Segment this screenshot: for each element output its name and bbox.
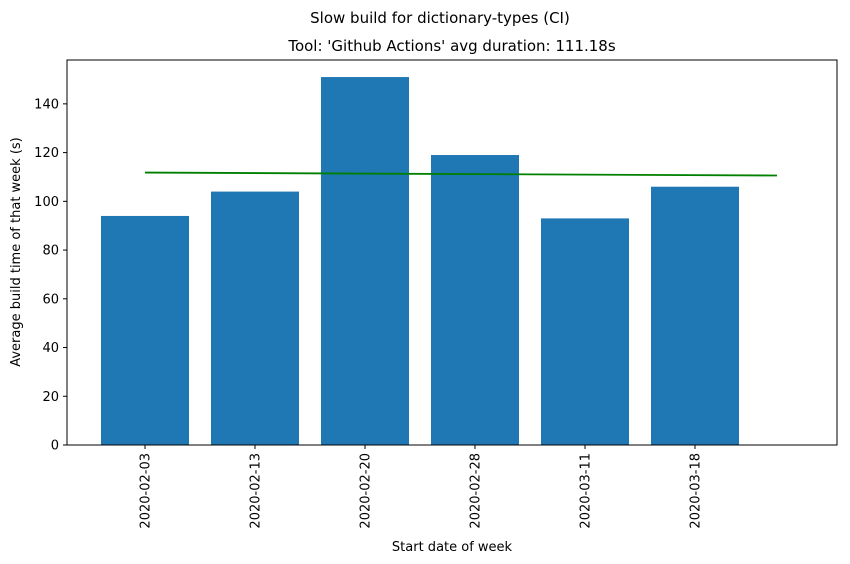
y-axis: 0 20 40 60 80 100 120 140 xyxy=(34,97,67,454)
trend-line xyxy=(144,171,778,177)
bar-2020-02-03 xyxy=(101,215,189,445)
y-tick-label: 140 xyxy=(34,97,59,112)
y-tick-label: 100 xyxy=(34,195,59,210)
bars-group xyxy=(101,77,739,446)
y-axis-label: Average build time of that week (s) xyxy=(9,137,24,367)
x-tick-label: 2020-03-18 xyxy=(689,453,704,529)
x-axis-label: Start date of week xyxy=(392,540,513,555)
bar-2020-02-28 xyxy=(431,155,519,445)
x-tick-label: 2020-02-13 xyxy=(249,453,264,529)
y-tick-label: 20 xyxy=(42,390,59,405)
bar-2020-03-18 xyxy=(651,186,739,445)
bar-2020-02-13 xyxy=(211,191,299,445)
x-tick-label: 2020-02-03 xyxy=(139,453,154,529)
plot-frame xyxy=(66,59,838,446)
chart-suptitle: Slow build for dictionary-types (CI) xyxy=(310,9,570,27)
y-tick-label: 60 xyxy=(42,292,59,307)
x-tick-label: 2020-02-20 xyxy=(359,453,374,529)
trend-line-group xyxy=(144,171,778,177)
x-tick-label: 2020-03-11 xyxy=(579,453,594,529)
bar-2020-02-20 xyxy=(321,77,409,446)
y-tick-label: 120 xyxy=(34,146,59,161)
x-tick-label: 2020-02-28 xyxy=(469,453,484,529)
y-tick-label: 80 xyxy=(42,244,59,259)
bar-2020-03-11 xyxy=(541,218,629,445)
x-axis: 2020-02-03 2020-02-13 2020-02-20 2020-02-28… xyxy=(139,445,704,529)
y-tick-label: 0 xyxy=(51,439,59,454)
chart-title: Tool: 'Github Actions' avg duration: 111… xyxy=(287,37,616,55)
y-tick-label: 40 xyxy=(42,341,59,356)
